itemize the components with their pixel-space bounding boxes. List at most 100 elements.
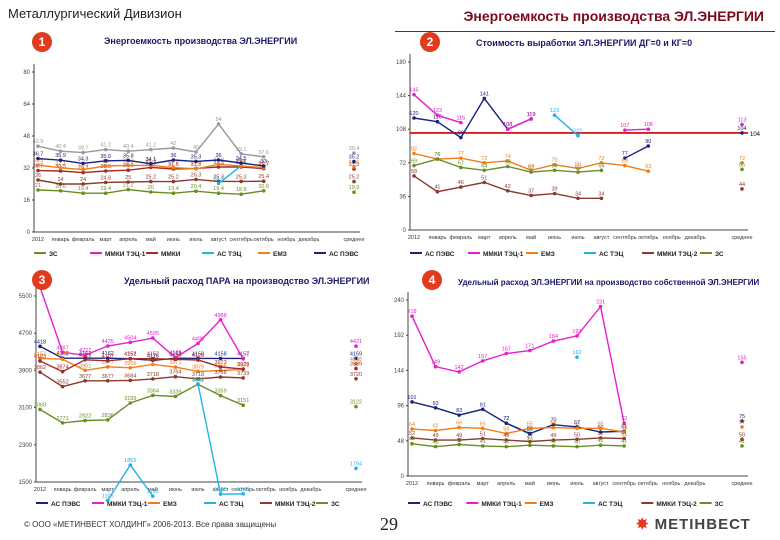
data-label-ZS: 3151 — [237, 398, 249, 404]
data-point-EMZ — [599, 161, 604, 165]
data-label-AS_PEVS: 101 — [407, 395, 416, 401]
chart-panel-4: 4 Удельный расход ЭЛ.ЭНЕРГИИ на производ… — [392, 270, 778, 512]
data-label-ZS: 42 — [527, 438, 533, 444]
copyright: © ООО «МЕТИНВЕСТ ХОЛДИНГ» 2006-2013. Все… — [24, 520, 277, 529]
data-label-MMKI_TEC2: 50 — [574, 432, 580, 438]
data-label-gray: 40.4 — [55, 144, 66, 150]
data-point-EMZ — [410, 427, 414, 431]
data-point-EMZ — [216, 162, 221, 167]
data-point-MMKI_TEC1 — [504, 351, 509, 356]
data-point-MMKI_TEC2 — [171, 179, 176, 184]
data-point-ZS — [576, 170, 580, 174]
data-label-EMZ: 65 — [598, 421, 604, 427]
data-label-MMKI_TEC2: 51 — [481, 175, 487, 181]
data-point-ZS — [194, 189, 198, 193]
data-point-MMKI_TEC2 — [551, 438, 556, 442]
legend-label-MMKI_TEC1: ММКИ ТЭЦ-1 — [483, 251, 524, 258]
data-point-ZS — [410, 441, 414, 446]
data-label-ZS: 68 — [505, 160, 511, 166]
data-label-ZS: 19.4 — [78, 186, 89, 192]
data-point-ZS — [435, 157, 440, 161]
y-tick-label: 48 — [23, 134, 30, 140]
data-point-ZS — [83, 418, 87, 423]
data-label-AS_PEVS: 119 — [527, 112, 536, 118]
data-point-EMZ — [173, 365, 178, 369]
data-label-AS_PEVS: 70 — [550, 418, 556, 424]
data-point-EMZ — [103, 164, 108, 168]
data-label-AS_PEVS: 72 — [503, 416, 509, 422]
data-label-EMZ: 62 — [433, 424, 439, 430]
data-point-gray — [58, 149, 63, 153]
data-label-AS_PEVS: 35.6 — [100, 154, 111, 160]
data-label-EMZ: 4141 — [56, 352, 68, 358]
data-point-MMKI_TEC2 — [149, 179, 153, 184]
data-point-MMKI_TEC2 — [412, 174, 416, 178]
data-label-MMKI_TEC1: 231 — [596, 300, 605, 306]
series-line-AS_PEVS — [411, 401, 625, 435]
data-label-ZS: 3060 — [34, 402, 46, 408]
x-tick-label: февраль — [448, 481, 471, 487]
data-point-MMKI — [103, 169, 108, 173]
data-label-EMZ: 33.3 — [145, 158, 156, 164]
data-point-MMKI_TEC2 — [598, 436, 603, 440]
x-tick-label: сентябрь — [229, 237, 253, 243]
data-label-EMZ: 72 — [739, 156, 745, 162]
data-label-ZS: 3122 — [350, 400, 362, 406]
data-label-AS_TEC: 1195 — [147, 489, 159, 495]
data-label-ZS: 19.4 — [100, 186, 111, 192]
data-point-MMKI_TEC2 — [352, 179, 356, 184]
data-label-MMKI_TEC1: 4421 — [350, 339, 362, 345]
series-line-MMKI_TEC2 — [39, 371, 244, 388]
data-label-AS_PEVS: 35.8 — [123, 153, 134, 159]
data-point-ZS — [81, 191, 85, 195]
y-tick-label: 1500 — [19, 480, 33, 486]
x-tick-label: март — [102, 487, 115, 493]
data-point-MMKI_TEC2 — [103, 180, 108, 185]
data-point-ZS — [459, 165, 463, 170]
data-label-MMKI_TEC1: 108 — [644, 122, 653, 128]
data-label-MMKI_TEC2: 24 — [80, 177, 86, 183]
data-label-MMKI: 4123 — [192, 353, 204, 359]
data-label-MMKI: 4138 — [169, 352, 181, 358]
data-point-AS_PEVS — [623, 156, 627, 160]
series-line-AS_TEC — [506, 357, 577, 434]
data-label-MMKI_TEC1: 171 — [525, 344, 534, 350]
data-label-EMZ: 66 — [550, 421, 556, 427]
data-point-MMKI_TEC1 — [575, 334, 579, 338]
data-label-MMKI_TEC2: 3862 — [34, 365, 46, 371]
y-tick-label: 32 — [23, 166, 30, 172]
division-title: Металлургический Дивизион — [8, 6, 182, 21]
y-tick-label: 96 — [397, 404, 404, 410]
data-point-MMKI_TEC2 — [529, 193, 533, 198]
data-point-MMKI_TEC2 — [505, 189, 510, 193]
data-label-ZS: 62 — [528, 165, 534, 171]
x-tick-label: сентябрь — [231, 487, 255, 493]
data-label-ZS: 19.9 — [349, 185, 360, 191]
data-label-EMZ: 63 — [645, 164, 651, 170]
y-tick-label: 192 — [394, 333, 405, 339]
data-point-ZS — [504, 444, 509, 449]
legend-label-ZS: ЗС — [49, 251, 58, 258]
data-point-AS_PEVS — [105, 356, 110, 361]
data-label-EMZ: 60 — [621, 425, 627, 431]
data-label-MMKI_TEC1: 4480 — [192, 336, 204, 342]
data-point-ZS — [105, 418, 110, 422]
data-label-MMKI_TEC1: 4151 — [237, 352, 249, 358]
y-tick-label: 0 — [401, 474, 405, 480]
data-point-AS_PEVS — [504, 421, 509, 425]
data-label-AS_PEVS: 4162 — [102, 351, 114, 357]
series-line-EMZ — [39, 357, 244, 373]
data-point-EMZ — [105, 365, 110, 369]
data-label-MMKI: 4152 — [124, 352, 136, 358]
data-point-AS_PEVS — [435, 119, 440, 124]
data-label-MMKI_TEC1: 167 — [502, 347, 511, 353]
y-tick-label: 3100 — [19, 406, 33, 412]
y-tick-label: 72 — [399, 161, 406, 167]
data-point-EMZ — [505, 159, 510, 163]
data-label-MMKI_TEC2: 34 — [575, 191, 581, 197]
data-point-MMKI_TEC2 — [435, 189, 440, 194]
series-line-AS_PEVS — [413, 97, 649, 159]
data-point-MMKI_TEC2 — [173, 374, 178, 379]
x-tick-label: 2012 — [406, 481, 418, 487]
x-tick-label: август — [593, 481, 609, 487]
